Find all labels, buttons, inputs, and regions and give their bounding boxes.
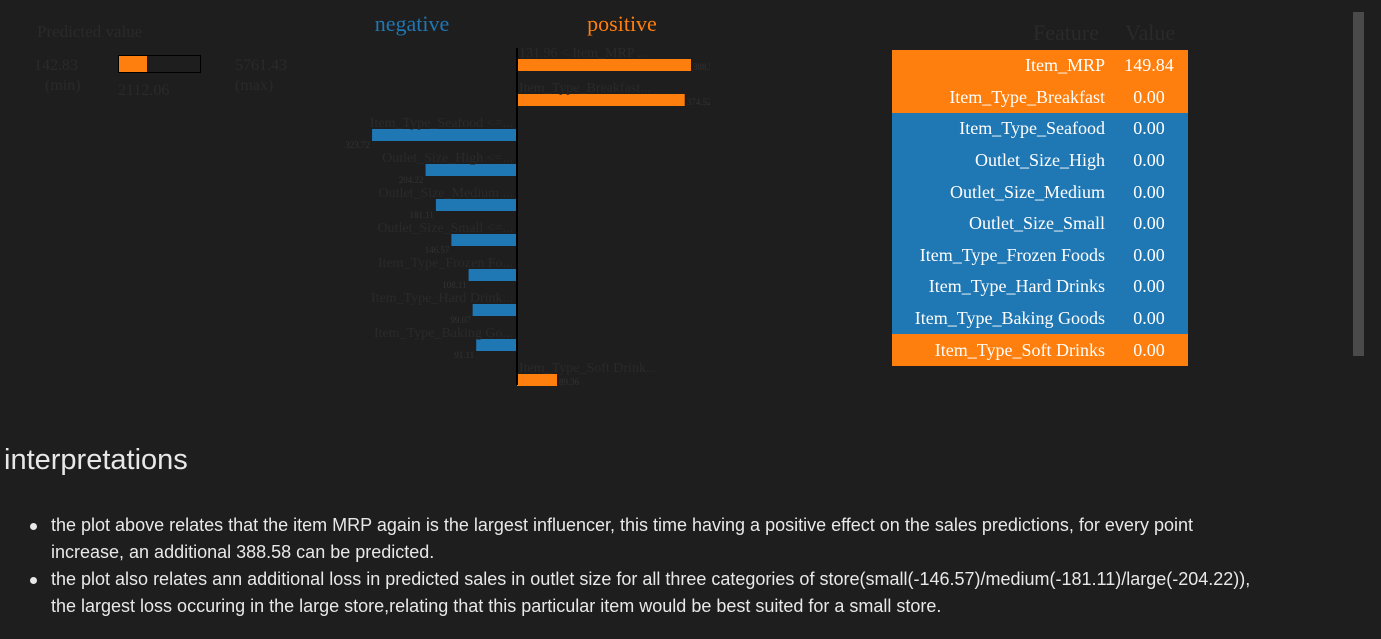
interpretations-heading: interpretations xyxy=(4,444,188,476)
feature-name: Item_Type_Soft Drinks xyxy=(934,339,1105,360)
bar-7 xyxy=(472,304,517,316)
bar-value-label-6: 108.11 xyxy=(442,280,466,290)
bar-value-label-8: 91.11 xyxy=(454,350,474,360)
feature-row: Item_Type_Breakfast 0.00 xyxy=(892,81,1188,114)
interpretation-text: increase, an additional 388.58 can be pr… xyxy=(51,542,435,562)
bar-value-label-2: 323.72 xyxy=(345,140,370,150)
feature-name: Item_Type_Hard Drinks xyxy=(928,276,1105,297)
bar-4 xyxy=(435,199,517,211)
feature-value: 0.00 xyxy=(1133,244,1165,265)
feature-row: Item_Type_Soft Drinks 0.00 xyxy=(892,334,1188,366)
explanation-bar-chart: negative positive 131.96 < Item_MRP ... 3… xyxy=(345,11,710,387)
feature-value: 0.00 xyxy=(1133,276,1165,297)
feature-name: Item_Type_Breakfast xyxy=(949,86,1105,107)
bar-5 xyxy=(451,234,517,246)
interpretation-text: the plot above relates that the item MRP… xyxy=(51,515,1193,535)
bar-9 xyxy=(517,374,558,386)
bar-value-label-1: 374.52 xyxy=(687,97,710,107)
feature-value: 0.00 xyxy=(1133,213,1165,234)
value-column-header: Value xyxy=(1125,20,1176,45)
bar-feature-label-2: Item_Type_Seafood <=... xyxy=(370,116,513,131)
interpretation-item: the plot also relates ann additional los… xyxy=(30,566,1381,620)
feature-row: Item_Type_Seafood 0.00 xyxy=(892,113,1188,145)
feature-value: 0.00 xyxy=(1133,118,1165,139)
bar-feature-label-5: Outlet_Size_Small <=... xyxy=(377,221,513,236)
bar-feature-label-4: Outlet_Size_Medium ... xyxy=(378,186,513,201)
bar-feature-label-9: Item_Type_Soft Drink... xyxy=(519,361,656,376)
feature-row: Item_Type_Hard Drinks 0.00 xyxy=(892,271,1188,303)
feature-value: 0.00 xyxy=(1133,181,1165,202)
bar-2 xyxy=(372,129,517,141)
feature-name: Item_MRP xyxy=(1024,55,1105,76)
interpretation-item: the plot above relates that the item MRP… xyxy=(30,512,1381,566)
feature-name: Item_Type_Seafood xyxy=(959,118,1105,139)
predicted-value-bar-fill xyxy=(119,56,148,72)
feature-value: 0.00 xyxy=(1133,339,1165,360)
bar-8 xyxy=(476,339,517,351)
feature-name: Outlet_Size_High xyxy=(975,150,1105,171)
bar-1 xyxy=(517,94,685,106)
feature-value: 0.00 xyxy=(1133,150,1165,171)
interpretations-list: the plot above relates that the item MRP… xyxy=(0,512,1381,620)
bar-value-label-0: 388.58 xyxy=(693,62,710,72)
predicted-value: 2112.06 xyxy=(118,82,170,99)
feature-name: Item_Type_Baking Goods xyxy=(914,308,1105,329)
bar-value-label-3: 204.22 xyxy=(399,175,424,185)
bar-3 xyxy=(425,164,517,176)
bars-group: 131.96 < Item_MRP ... 388.58 Item_Type_Bre… xyxy=(345,46,710,387)
predicted-value-bar xyxy=(118,55,201,73)
bar-feature-label-6: Item_Type_Frozen Fo... xyxy=(378,256,513,271)
bar-6 xyxy=(468,269,517,281)
predicted-min-value: 142.83 xyxy=(34,57,78,74)
feature-value: 149.84 xyxy=(1124,55,1174,76)
bar-feature-label-0: 131.96 < Item_MRP ... xyxy=(519,46,648,61)
feature-value: 0.00 xyxy=(1133,86,1165,107)
feature-row: Outlet_Size_Small 0.00 xyxy=(892,207,1188,240)
feature-name: Outlet_Size_Medium xyxy=(950,181,1105,202)
lime-explanation-output: Predicted value 142.83 (min) 2112.06 576… xyxy=(34,11,1188,387)
bar-value-label-4: 181.11 xyxy=(409,210,433,220)
vertical-scrollbar[interactable] xyxy=(1353,12,1364,356)
bar-0 xyxy=(517,59,691,71)
feature-row: Outlet_Size_Medium 0.00 xyxy=(892,176,1188,208)
bar-feature-label-7: Item_Type_Hard Drink... xyxy=(371,291,513,306)
feature-value: 0.00 xyxy=(1133,308,1165,329)
bar-feature-label-3: Outlet_Size_High <=... xyxy=(382,151,513,166)
feature-row: Item_Type_Frozen Foods 0.00 xyxy=(892,239,1188,272)
interpretation-text: the largest loss occuring in the large s… xyxy=(51,596,942,616)
feature-column-header: Feature xyxy=(1033,20,1099,45)
interpretation-text: the plot also relates ann additional los… xyxy=(51,569,1251,589)
bar-feature-label-1: Item_Type_Breakfast... xyxy=(519,81,651,96)
predicted-max-value: 5761.43 xyxy=(235,57,287,74)
feature-name: Outlet_Size_Small xyxy=(969,213,1105,234)
predicted-value-title: Predicted value xyxy=(37,22,143,41)
bar-value-label-5: 146.57 xyxy=(425,245,450,255)
feature-row: Item_MRP 149.84 xyxy=(892,50,1188,82)
feature-row: Item_Type_Baking Goods 0.00 xyxy=(892,302,1188,335)
bar-value-label-7: 99.07 xyxy=(450,315,471,325)
negative-label: negative xyxy=(375,11,450,36)
feature-value-table: Item_MRP 149.84 Item_Type_Breakfast 0.00 Ite… xyxy=(892,50,1188,366)
bar-feature-label-8: Item_Type_Baking Go... xyxy=(374,326,513,341)
positive-label: positive xyxy=(587,11,657,36)
bar-value-label-9: 89.36 xyxy=(559,377,580,387)
predicted-max-label: (max) xyxy=(235,77,274,94)
predicted-min-label: (min) xyxy=(45,77,81,94)
feature-row: Outlet_Size_High 0.00 xyxy=(892,144,1188,177)
feature-name: Item_Type_Frozen Foods xyxy=(919,244,1105,265)
